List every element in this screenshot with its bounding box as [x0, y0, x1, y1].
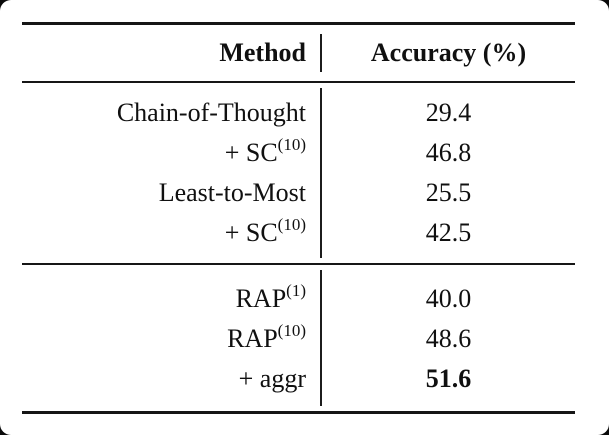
baseline-methods-section: Chain-of-Thought 29.4 + SC(10) 46.8 Leas… [22, 83, 575, 263]
accuracy-cell: 25.5 [425, 178, 472, 207]
results-table: Method Accuracy (%) Chain-of-Thought 29.… [22, 22, 575, 414]
method-superscript: (10) [277, 135, 306, 155]
accuracy-cell: 48.6 [425, 324, 472, 353]
header-row: Method Accuracy (%) [22, 25, 575, 81]
method-label: RAP [235, 284, 287, 313]
method-cell: + SC(10) [22, 216, 320, 247]
table-header: Method Accuracy (%) [22, 25, 575, 81]
method-superscript: (10) [277, 321, 306, 341]
method-cell: + aggr [22, 366, 320, 392]
method-cell: Chain-of-Thought [22, 100, 320, 126]
method-label: + aggr [238, 364, 306, 393]
method-label: Chain-of-Thought [116, 98, 306, 127]
header-rule [22, 81, 575, 83]
accuracy-cell: 46.8 [425, 138, 472, 167]
method-label: + SC [224, 138, 278, 167]
table-row: RAP(1) 40.0 [22, 279, 575, 319]
top-rule [22, 22, 575, 25]
header-column-divider [320, 34, 322, 72]
accuracy-cell-best: 51.6 [425, 364, 472, 393]
section-rule [22, 263, 575, 265]
method-cell: RAP(1) [22, 282, 320, 313]
table-row: Least-to-Most 25.5 [22, 173, 575, 213]
bottom-rule [22, 411, 575, 414]
table-row: + aggr 51.6 [22, 359, 575, 399]
method-label: RAP [227, 324, 278, 353]
accuracy-cell: 42.5 [425, 218, 472, 247]
table-row: + SC(10) 42.5 [22, 213, 575, 253]
table-row: Chain-of-Thought 29.4 [22, 93, 575, 133]
accuracy-cell: 29.4 [425, 98, 472, 127]
accuracy-cell: 40.0 [425, 284, 472, 313]
method-cell: RAP(10) [22, 322, 320, 353]
method-superscript: (10) [277, 215, 306, 235]
method-superscript: (1) [286, 281, 306, 301]
rap-methods-section: RAP(1) 40.0 RAP(10) 48.6 + aggr 51.6 [22, 265, 575, 411]
body-column-divider [320, 88, 322, 258]
column-header-method: Method [219, 38, 306, 67]
column-header-accuracy: Accuracy (%) [370, 38, 527, 67]
method-cell: + SC(10) [22, 136, 320, 167]
method-label: Least-to-Most [158, 178, 306, 207]
method-label: + SC [224, 218, 278, 247]
table-row: + SC(10) 46.8 [22, 133, 575, 173]
table-row: RAP(10) 48.6 [22, 319, 575, 359]
body-column-divider [320, 270, 322, 406]
method-cell: Least-to-Most [22, 180, 320, 206]
